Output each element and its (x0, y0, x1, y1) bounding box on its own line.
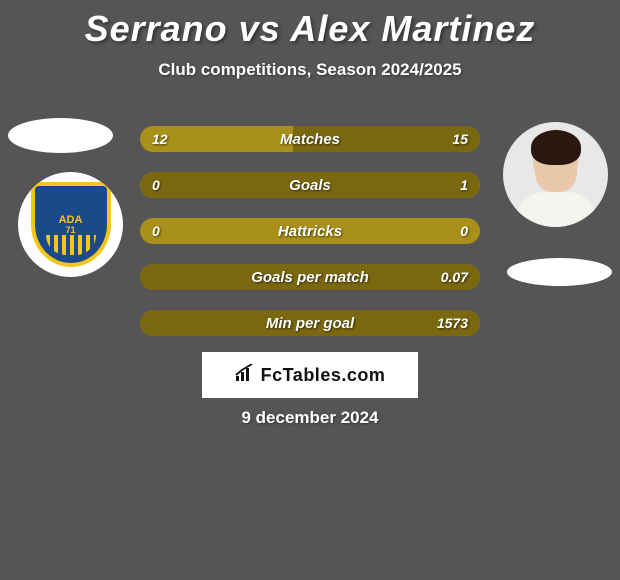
player-left-badge-circle: ADA 71 (18, 172, 123, 277)
stat-label: Matches (140, 131, 480, 148)
stat-value-right: 1 (460, 177, 468, 193)
stats-container: 12Matches150Goals10Hattricks0Goals per m… (140, 126, 480, 356)
stat-row: 0Hattricks0 (140, 218, 480, 244)
stat-value-right: 1573 (437, 315, 468, 331)
page-title: Serrano vs Alex Martinez (0, 0, 620, 50)
stat-value-right: 15 (452, 131, 468, 147)
chart-icon (235, 364, 255, 387)
watermark-text: FcTables.com (261, 365, 386, 386)
stat-row: Min per goal1573 (140, 310, 480, 336)
player-left-oval (8, 118, 113, 153)
watermark: FcTables.com (202, 352, 418, 398)
subtitle: Club competitions, Season 2024/2025 (0, 60, 620, 80)
player-right-photo (503, 122, 608, 227)
badge-year: 71 (59, 226, 83, 235)
player-right-oval (507, 258, 612, 286)
stat-value-right: 0 (460, 223, 468, 239)
stat-label: Hattricks (140, 223, 480, 240)
club-badge-icon: ADA 71 (31, 182, 111, 267)
stat-row: 12Matches15 (140, 126, 480, 152)
player-face-icon (503, 122, 608, 227)
stat-row: 0Goals1 (140, 172, 480, 198)
stat-value-right: 0.07 (441, 269, 468, 285)
stat-label: Min per goal (140, 315, 480, 332)
date-text: 9 december 2024 (0, 408, 620, 428)
stat-row: Goals per match0.07 (140, 264, 480, 290)
badge-stripes-icon (46, 235, 96, 255)
stat-label: Goals per match (140, 269, 480, 286)
badge-text: ADA (59, 215, 83, 226)
stat-label: Goals (140, 177, 480, 194)
